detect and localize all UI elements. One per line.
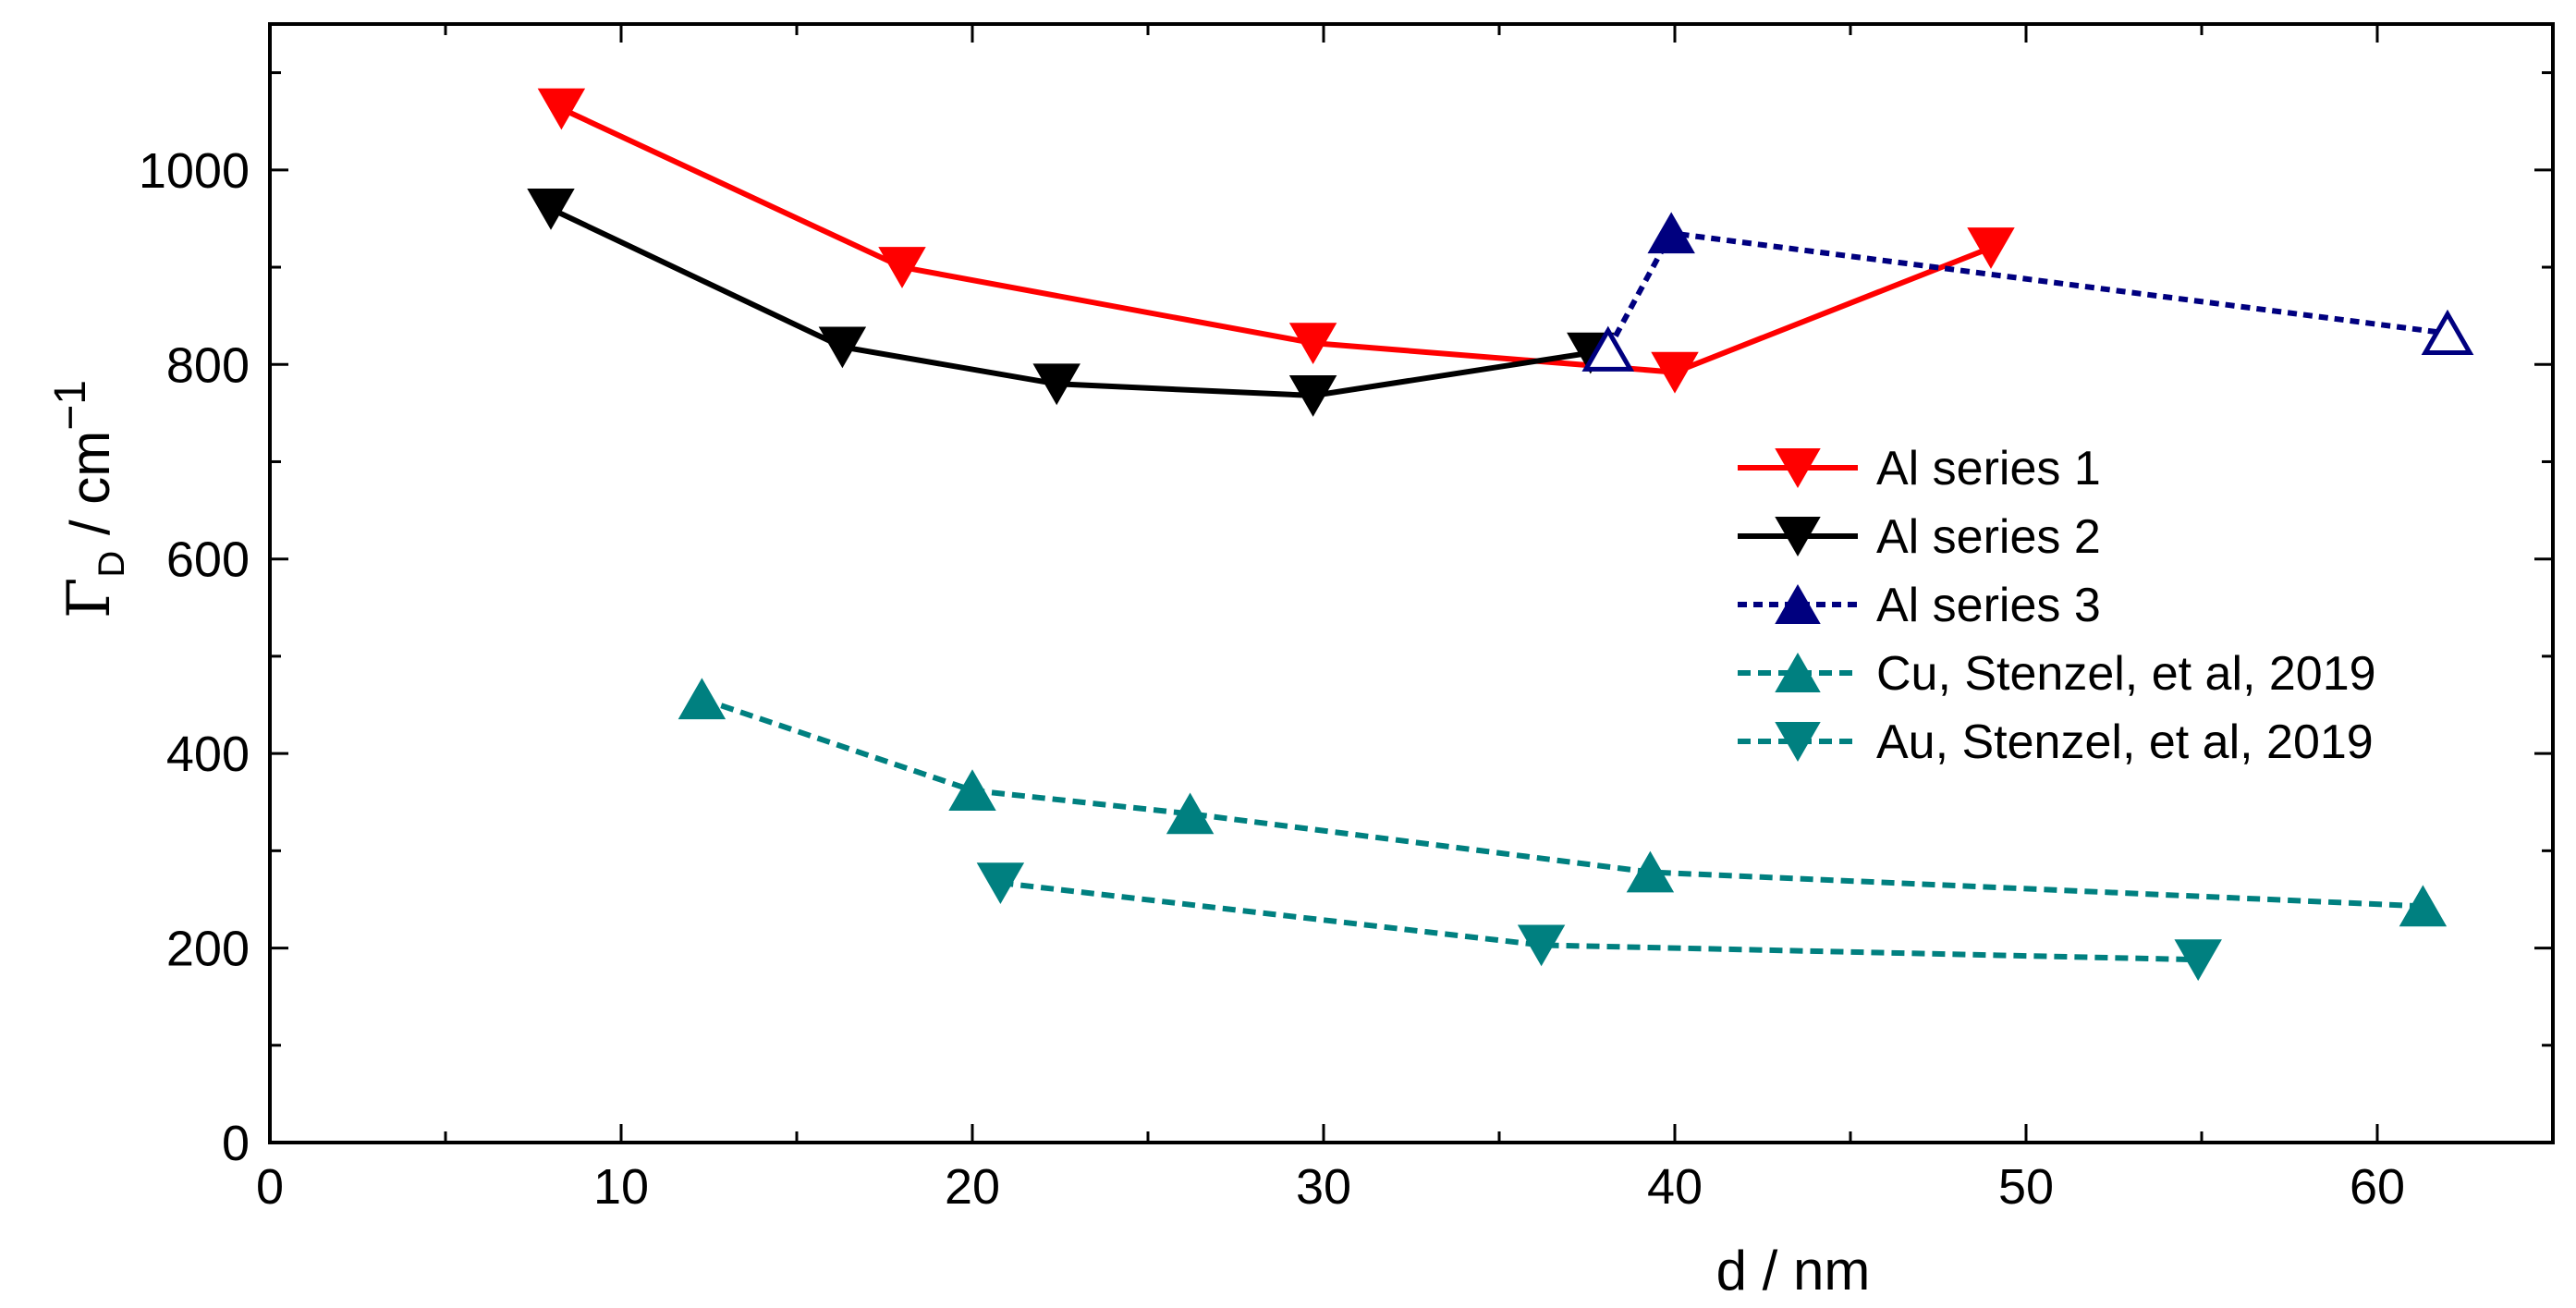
data-point [1626,850,1675,893]
x-tick-label: 10 [593,1159,649,1215]
series-5 [976,862,2222,982]
data-point [1288,375,1337,417]
data-point [878,247,926,288]
data-point [948,769,996,811]
y-axis-title-subscript: D [92,551,132,578]
data-point [1288,323,1337,364]
legend-marker [1775,652,1821,693]
data-point [976,862,1025,904]
series-layer [527,88,2474,982]
x-axis-title: d / nm [1716,1240,1871,1302]
y-axis-title-superscript: −1 [46,380,95,431]
legend-marker [1775,583,1821,625]
data-point [1647,212,1695,254]
data-point [1651,351,1699,394]
legend-label: Au, Stenzel, et al, 2019 [1876,715,2374,769]
legend-item: Al series 1 [1738,442,2101,495]
data-point [2399,885,2448,927]
series-3 [1581,212,2474,372]
series-line [1000,880,2199,963]
legend-label: Al series 3 [1876,579,2101,632]
data-point [537,88,586,130]
data-point [678,678,726,720]
y-tick-label: 600 [166,532,250,588]
x-tick-label: 0 [256,1159,284,1215]
y-axis-title: ΓD / cm−1 [46,380,132,618]
data-point [2174,939,2222,982]
legend: Al series 1 Al series 2 Al series 3 Cu, Ste… [1738,442,2376,769]
legend-marker [1775,721,1821,763]
data-point [1517,924,1566,967]
legend-label: Al series 1 [1876,442,2101,495]
legend-marker [1775,516,1821,557]
y-tick-label: 200 [166,922,250,977]
data-point [1967,227,2015,269]
legend-item: Au, Stenzel, et al, 2019 [1738,715,2374,769]
x-tick-label: 40 [1647,1159,1703,1215]
series-line [560,105,1993,375]
data-point [1581,325,1635,372]
plot-frame [268,22,2555,1144]
x-tick-label: 50 [1998,1159,2054,1215]
svg-text:ΓD / cm−1: ΓD / cm−1 [46,380,132,618]
axis-ticks [268,24,2555,1144]
legend-item: Cu, Stenzel, et al, 2019 [1738,647,2376,701]
x-tick-label: 20 [945,1159,1000,1215]
data-point [1166,792,1215,835]
series-1 [537,88,2015,394]
y-axis-title-unit: / cm [59,431,121,551]
y-tick-label: 800 [166,337,250,393]
legend-label: Cu, Stenzel, et al, 2019 [1876,647,2376,701]
data-point [2421,309,2474,355]
y-axis-title-symbol: Γ [55,578,124,618]
x-tick-label: 60 [2350,1159,2405,1215]
series-4 [678,678,2448,927]
legend-label: Al series 2 [1876,510,2101,564]
legend-item: Al series 2 [1738,510,2101,564]
data-point [1032,363,1080,406]
series-2 [527,189,1615,417]
y-tick-label: 1000 [139,143,250,199]
x-tick-label: 30 [1296,1159,1351,1215]
data-point [527,189,575,230]
y-tick-label: 400 [166,727,250,782]
y-tick-label: 0 [222,1116,250,1171]
legend-item: Al series 3 [1738,579,2101,632]
series-line [1605,229,2448,351]
legend-marker [1775,447,1821,489]
series-line [701,696,2423,910]
data-point [818,326,867,369]
